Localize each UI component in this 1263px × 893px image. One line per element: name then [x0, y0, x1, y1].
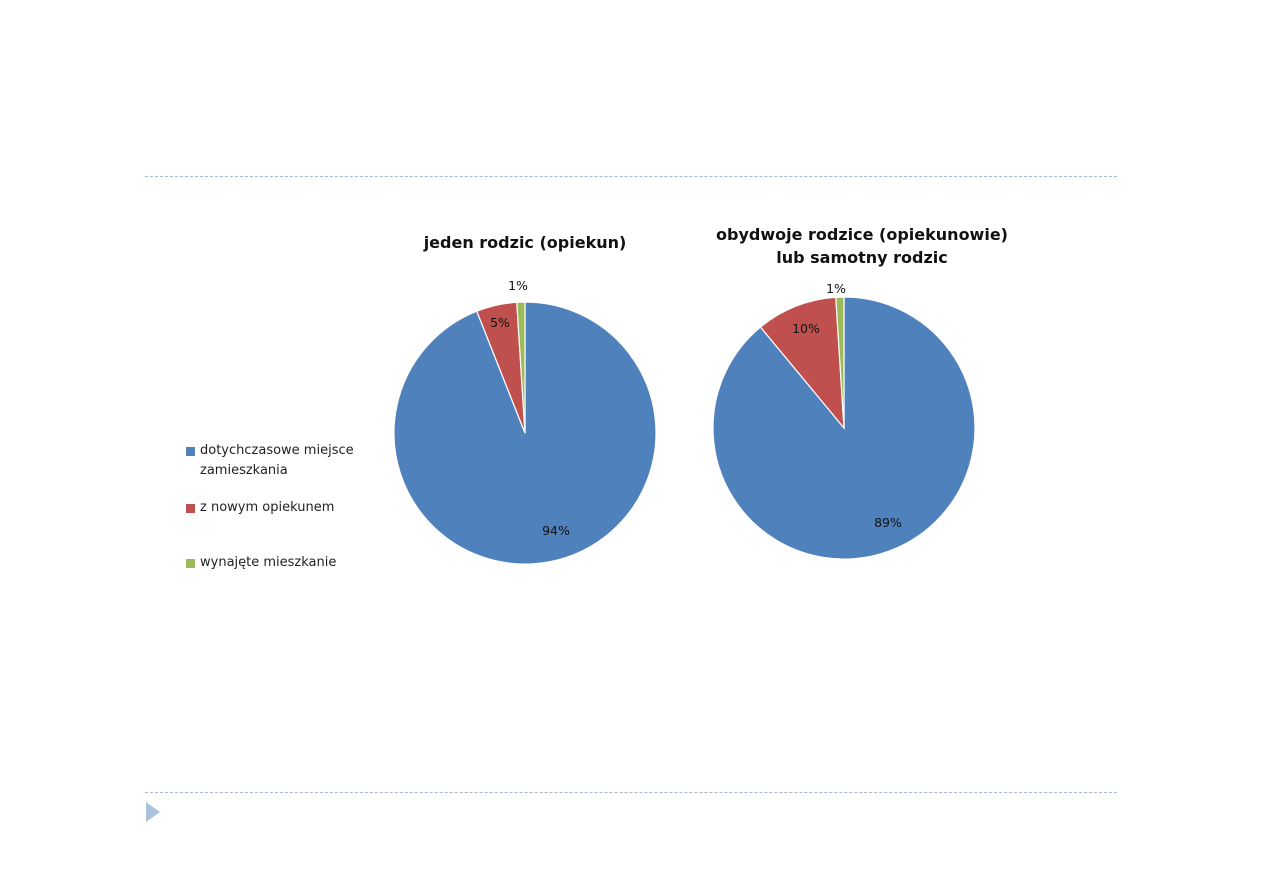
- legend-label: z nowym opiekunem: [200, 500, 335, 515]
- slice-data-label: 94%: [542, 523, 570, 538]
- top-divider: [145, 176, 1117, 177]
- pie-slice: [835, 296, 845, 429]
- legend-item-rented-flat: wynajęte mieszkanie: [186, 555, 375, 573]
- pie-slice: [516, 301, 526, 434]
- slice-data-label: 10%: [792, 321, 820, 336]
- chart-title: obydwoje rodzice (opiekunowie): [716, 225, 1008, 244]
- chart-title: lub samotny rodzic: [776, 248, 948, 267]
- legend-label: dotychczasowe miejsce zamieszkania: [200, 443, 354, 478]
- legend-swatch-red: [186, 504, 195, 513]
- bottom-divider: [145, 792, 1117, 793]
- slice-data-label: 89%: [874, 515, 902, 530]
- legend-item-new-guardian: z nowym opiekunem: [186, 500, 375, 518]
- pie-slice: [759, 296, 845, 430]
- legend-swatch-blue: [186, 447, 195, 456]
- legend-swatch-green: [186, 559, 195, 568]
- slice-data-label: 5%: [490, 315, 510, 330]
- legend-label: wynajęte mieszkanie: [200, 555, 337, 570]
- chart-title: jeden rodzic (opiekun): [423, 233, 627, 252]
- next-slide-arrow-icon[interactable]: [145, 801, 161, 823]
- slice-data-label: 1%: [826, 281, 846, 296]
- legend-item-current-residence: dotychczasowe miejsce zamieszkania: [186, 443, 375, 481]
- slice-data-label: 1%: [508, 278, 528, 293]
